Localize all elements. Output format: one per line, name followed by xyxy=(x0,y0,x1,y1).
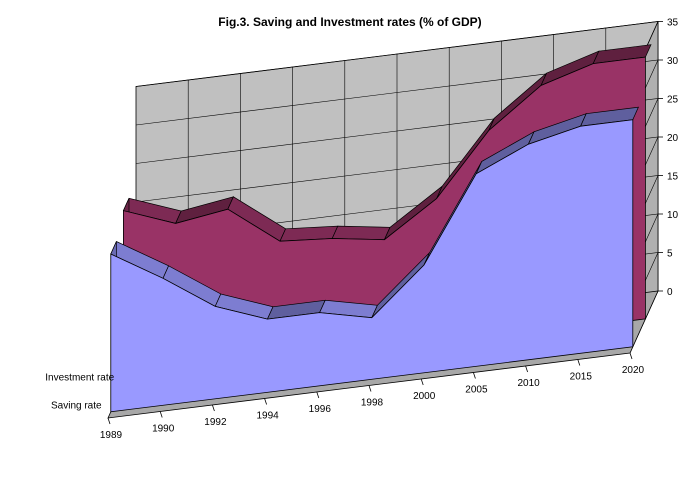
data-areas xyxy=(110,44,652,413)
x-tick-mark xyxy=(316,391,320,399)
x-axis-ticks: 1989 1990 1992 1994 1996 1998 2000 2005 2010 2015… xyxy=(100,352,645,441)
series-axis-label: Investment rate xyxy=(45,373,114,384)
x-tick-mark xyxy=(107,417,111,425)
x-tick-label: 1992 xyxy=(204,417,227,428)
x-tick-mark xyxy=(577,359,581,366)
y-tick-label: 30 xyxy=(667,56,679,67)
y-tick-label: 10 xyxy=(667,210,679,221)
x-tick-mark xyxy=(629,352,633,360)
x-tick-mark xyxy=(368,385,372,392)
x-tick-label: 1990 xyxy=(152,424,175,435)
x-tick-label: 2010 xyxy=(517,378,540,389)
chart-title: Fig.3. Saving and Investment rates (% of… xyxy=(218,15,482,29)
x-tick-label: 2015 xyxy=(570,372,593,383)
y-axis-ticks: 0 5 10 15 20 25 30 35 xyxy=(658,18,679,298)
x-tick-mark xyxy=(525,365,528,373)
y-tick-label: 0 xyxy=(667,287,673,298)
series-axis-labels: Investment rate Saving rate xyxy=(45,373,114,412)
x-tick-label: 2020 xyxy=(622,365,645,376)
x-tick-label: 2005 xyxy=(465,385,488,396)
x-tick-label: 1996 xyxy=(309,404,332,415)
y-tick-label: 15 xyxy=(667,172,679,183)
x-tick-mark xyxy=(159,411,163,418)
x-tick-label: 1989 xyxy=(100,430,123,441)
x-tick-label: 2000 xyxy=(413,391,436,402)
y-tick-label: 35 xyxy=(667,18,679,29)
x-tick-mark xyxy=(212,404,215,412)
y-tick-label: 5 xyxy=(667,249,673,260)
x-tick-mark xyxy=(264,398,267,405)
x-tick-mark xyxy=(473,372,476,379)
area-front-face xyxy=(110,119,634,413)
x-tick-mark xyxy=(420,378,424,386)
area-top-facet xyxy=(331,225,391,241)
x-tick-label: 1998 xyxy=(361,398,384,409)
series-saving-rate xyxy=(110,106,639,413)
x-tick-label: 1994 xyxy=(256,411,279,422)
y-tick-label: 20 xyxy=(667,133,679,144)
series-axis-label: Saving rate xyxy=(51,401,102,412)
y-tick-label: 25 xyxy=(667,95,679,106)
